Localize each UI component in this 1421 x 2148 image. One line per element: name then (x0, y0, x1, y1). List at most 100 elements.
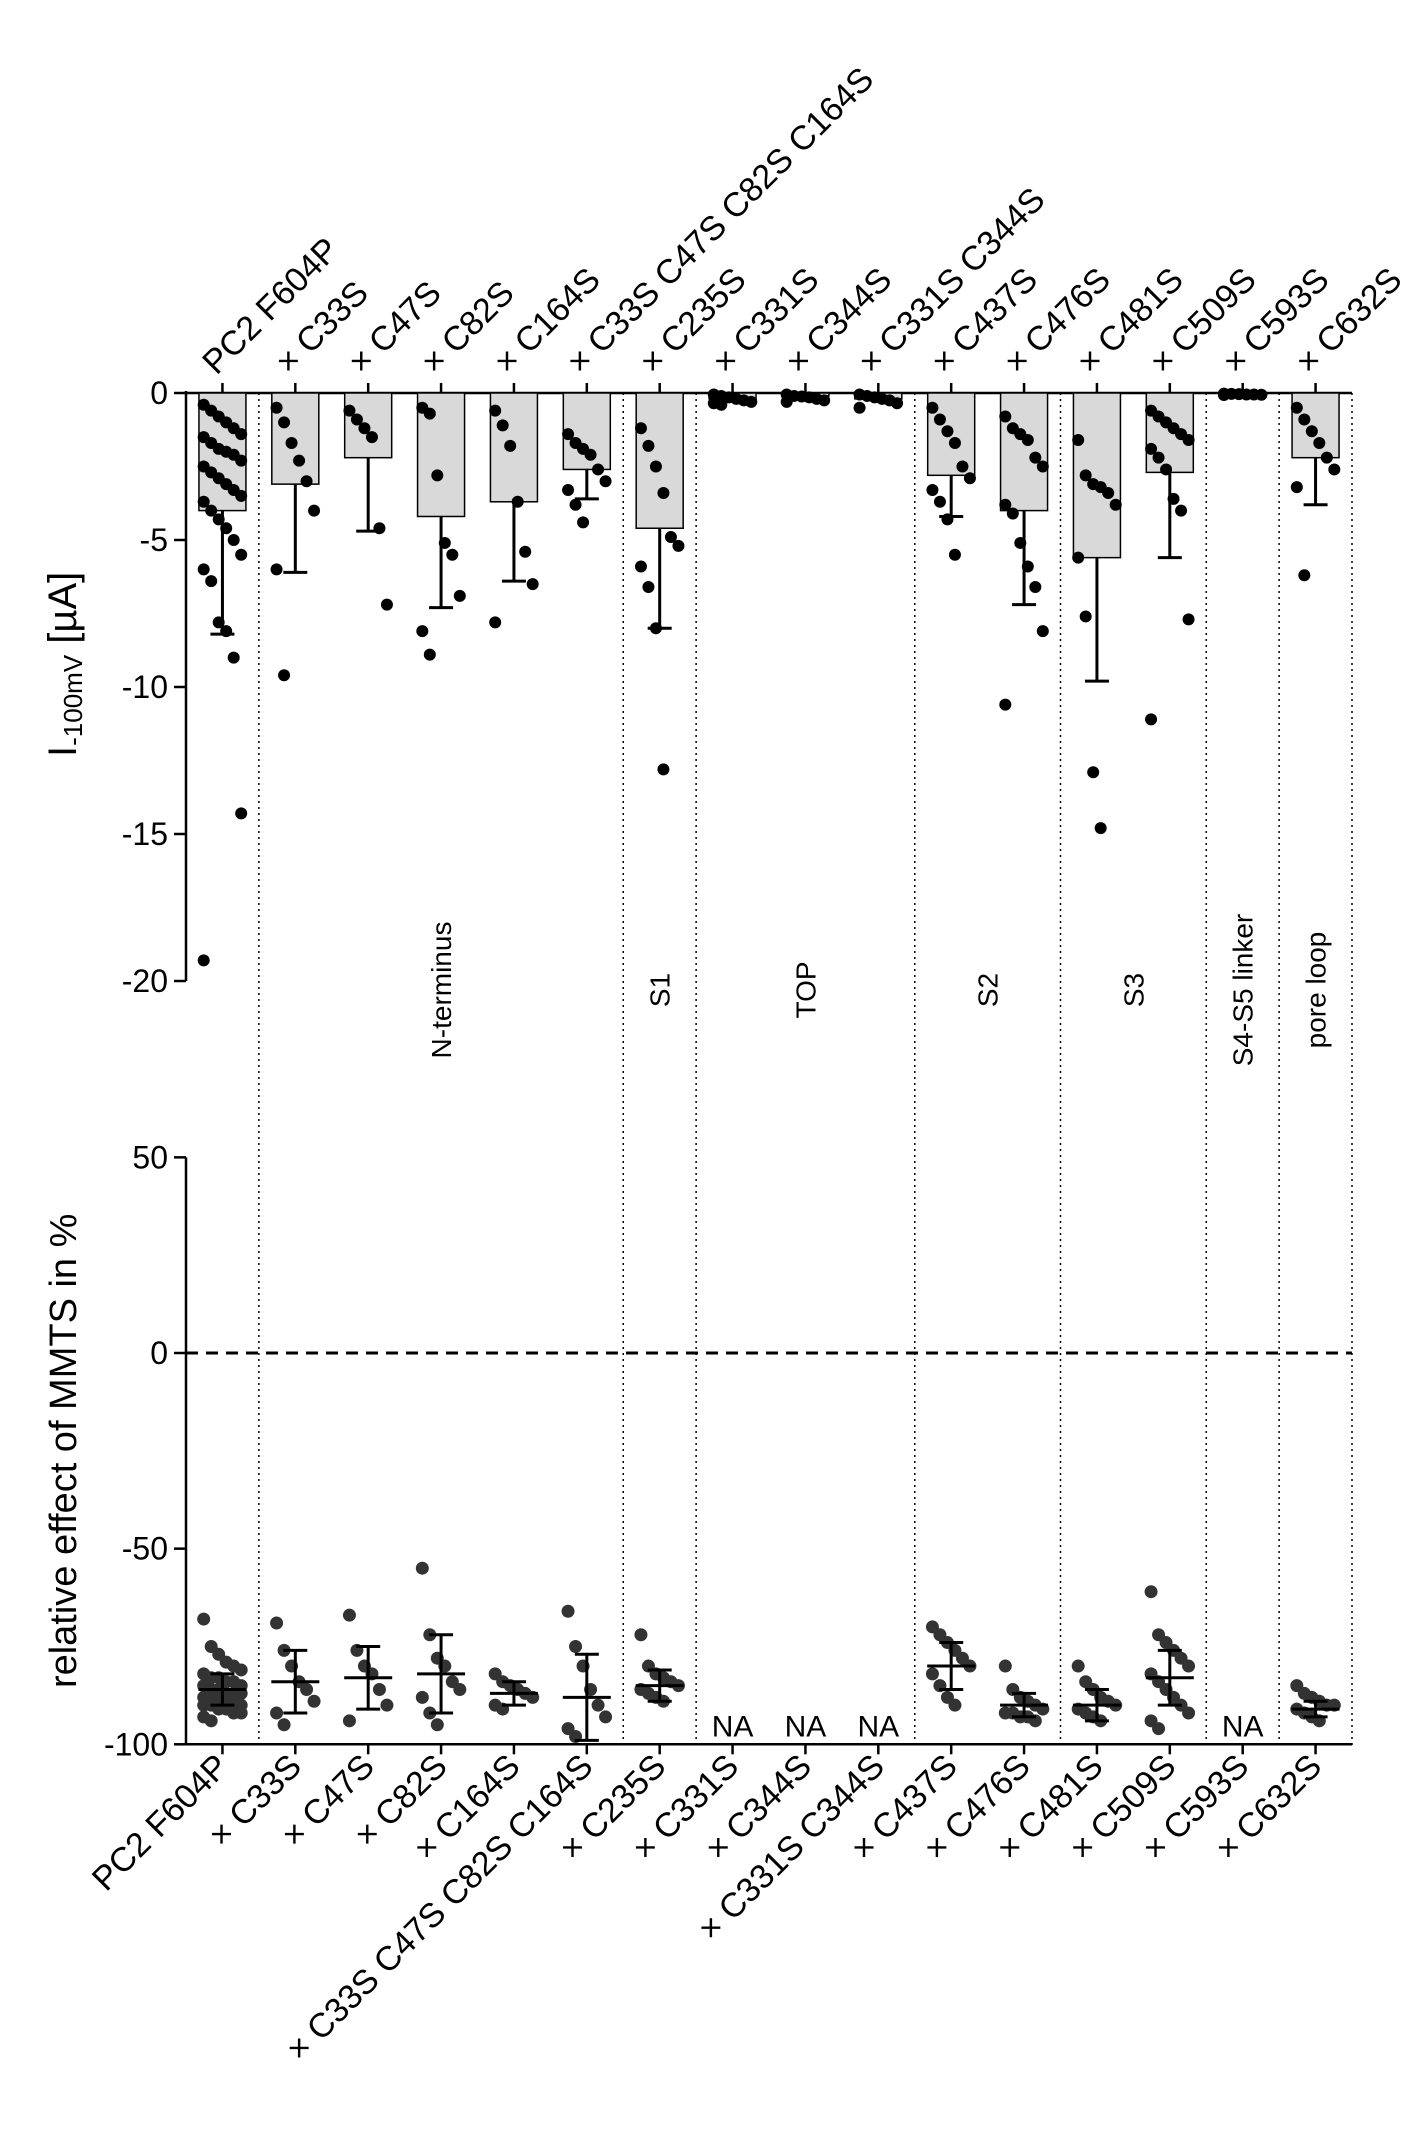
top-data-point (1145, 442, 1158, 455)
top-data-point (657, 486, 670, 499)
top-data-point (489, 404, 502, 417)
na-label: NA (857, 1710, 899, 1743)
top-data-point (963, 472, 976, 485)
bottom-data-point (1182, 1659, 1196, 1673)
top-data-point (933, 413, 946, 426)
na-label: NA (712, 1710, 754, 1743)
top-data-point (1006, 507, 1019, 520)
bottom-panel: 50 0 -50 -100 relative effect of MMTS in % NA… (43, 1139, 1352, 1762)
top-data-point (562, 484, 575, 497)
bottom-data-point (1182, 1706, 1196, 1720)
bottom-data-point (197, 1612, 211, 1626)
bottom-data-point (270, 1706, 284, 1720)
top-data-point (642, 581, 655, 594)
top-category-labels: PC2 F604P× C33S× C47S× C82S× C164S× C33S… (195, 60, 1409, 382)
top-data-point (926, 401, 939, 414)
bottom-data-point (430, 1718, 444, 1732)
top-data-point (926, 484, 939, 497)
top-data-point (1328, 463, 1341, 476)
top-data-point (1298, 413, 1311, 426)
top-data-point (205, 575, 218, 588)
top-data-point (715, 398, 728, 411)
top-data-point (526, 578, 539, 591)
top-data-point (489, 616, 502, 629)
top-data-point (1175, 504, 1188, 517)
top-panel: 0 -5 -10 -15 -20 I-100mV [µA] N-terminus S1 TOP S… (41, 375, 1353, 1745)
top-data-point (634, 560, 647, 573)
bottom-y-tick-label: -100 (104, 1726, 168, 1762)
top-data-point (1160, 463, 1173, 476)
bottom-y-tick-label: 50 (132, 1139, 168, 1175)
bottom-data-point (998, 1659, 1012, 1673)
top-data-point (212, 513, 225, 526)
top-data-point (220, 625, 233, 638)
top-data-point (941, 425, 954, 438)
bottom-category-labels: PC2 F604P× C33S× C47S× C82S× C164S× C33S… (85, 1747, 1329, 2069)
top-data-point (634, 422, 647, 435)
top-data-point (423, 407, 436, 420)
top-data-point (235, 548, 248, 561)
bottom-data-point (380, 1698, 394, 1712)
region-label: S1 (645, 973, 676, 1007)
top-data-point (1094, 822, 1107, 835)
top-data-point (350, 413, 363, 426)
region-label: S4-S5 linker (1228, 914, 1259, 1067)
top-data-point (293, 454, 306, 467)
top-data-point (891, 397, 904, 410)
bottom-data-point (948, 1698, 962, 1712)
top-data-point (416, 625, 429, 638)
top-data-point (1072, 551, 1085, 564)
top-data-point (343, 404, 356, 417)
top-data-point (1021, 560, 1034, 573)
top-data-point (431, 469, 444, 482)
top-data-point (592, 463, 605, 476)
region-label: S3 (1118, 973, 1149, 1007)
top-data-point (453, 589, 466, 602)
top-data-point (197, 954, 210, 967)
top-data-point (373, 522, 386, 535)
top-data-point (999, 410, 1012, 423)
top-data-point (358, 422, 371, 435)
top-data-point (672, 539, 685, 552)
top-data-point (1102, 486, 1115, 499)
top-data-point (235, 489, 248, 502)
top-data-point (562, 428, 575, 441)
top-data-point (270, 563, 283, 576)
top-y-tick-label: -5 (140, 522, 168, 558)
region-label: TOP (790, 961, 821, 1018)
top-data-point (948, 548, 961, 561)
top-data-point (933, 495, 946, 508)
top-data-point (380, 598, 393, 611)
top-data-point (1320, 451, 1333, 464)
top-data-point (278, 669, 291, 682)
bottom-y-tick-label: -50 (122, 1531, 168, 1567)
bottom-data-point (453, 1683, 467, 1697)
top-y-tick-label: 0 (150, 375, 168, 411)
top-data-point (496, 419, 509, 432)
top-data-point (519, 545, 532, 558)
top-data-point (197, 495, 210, 508)
top-data-point (649, 460, 662, 473)
top-data-point (649, 622, 662, 635)
bottom-data-point (277, 1718, 291, 1732)
top-data-point (999, 698, 1012, 711)
top-data-point (599, 475, 612, 488)
top-data-point (220, 522, 233, 535)
top-data-point (956, 460, 969, 473)
bottom-data-point (342, 1714, 356, 1728)
bottom-data-point (925, 1667, 939, 1681)
top-data-point (1167, 492, 1180, 505)
top-data-point (1021, 434, 1034, 447)
top-data-point (1036, 460, 1049, 473)
top-data-point (853, 401, 866, 414)
top-data-point (1145, 713, 1158, 726)
top-y-tick-label: -20 (122, 963, 168, 999)
region-label: pore loop (1301, 932, 1332, 1049)
top-data-point (1290, 481, 1303, 494)
top-data-point (642, 439, 655, 452)
top-data-point (438, 536, 451, 549)
na-label: NA (785, 1710, 827, 1743)
bottom-data-point (1144, 1585, 1158, 1599)
bottom-y-axis-label: relative effect of MMTS in % (43, 1214, 85, 1688)
bottom-data-point (1071, 1659, 1085, 1673)
